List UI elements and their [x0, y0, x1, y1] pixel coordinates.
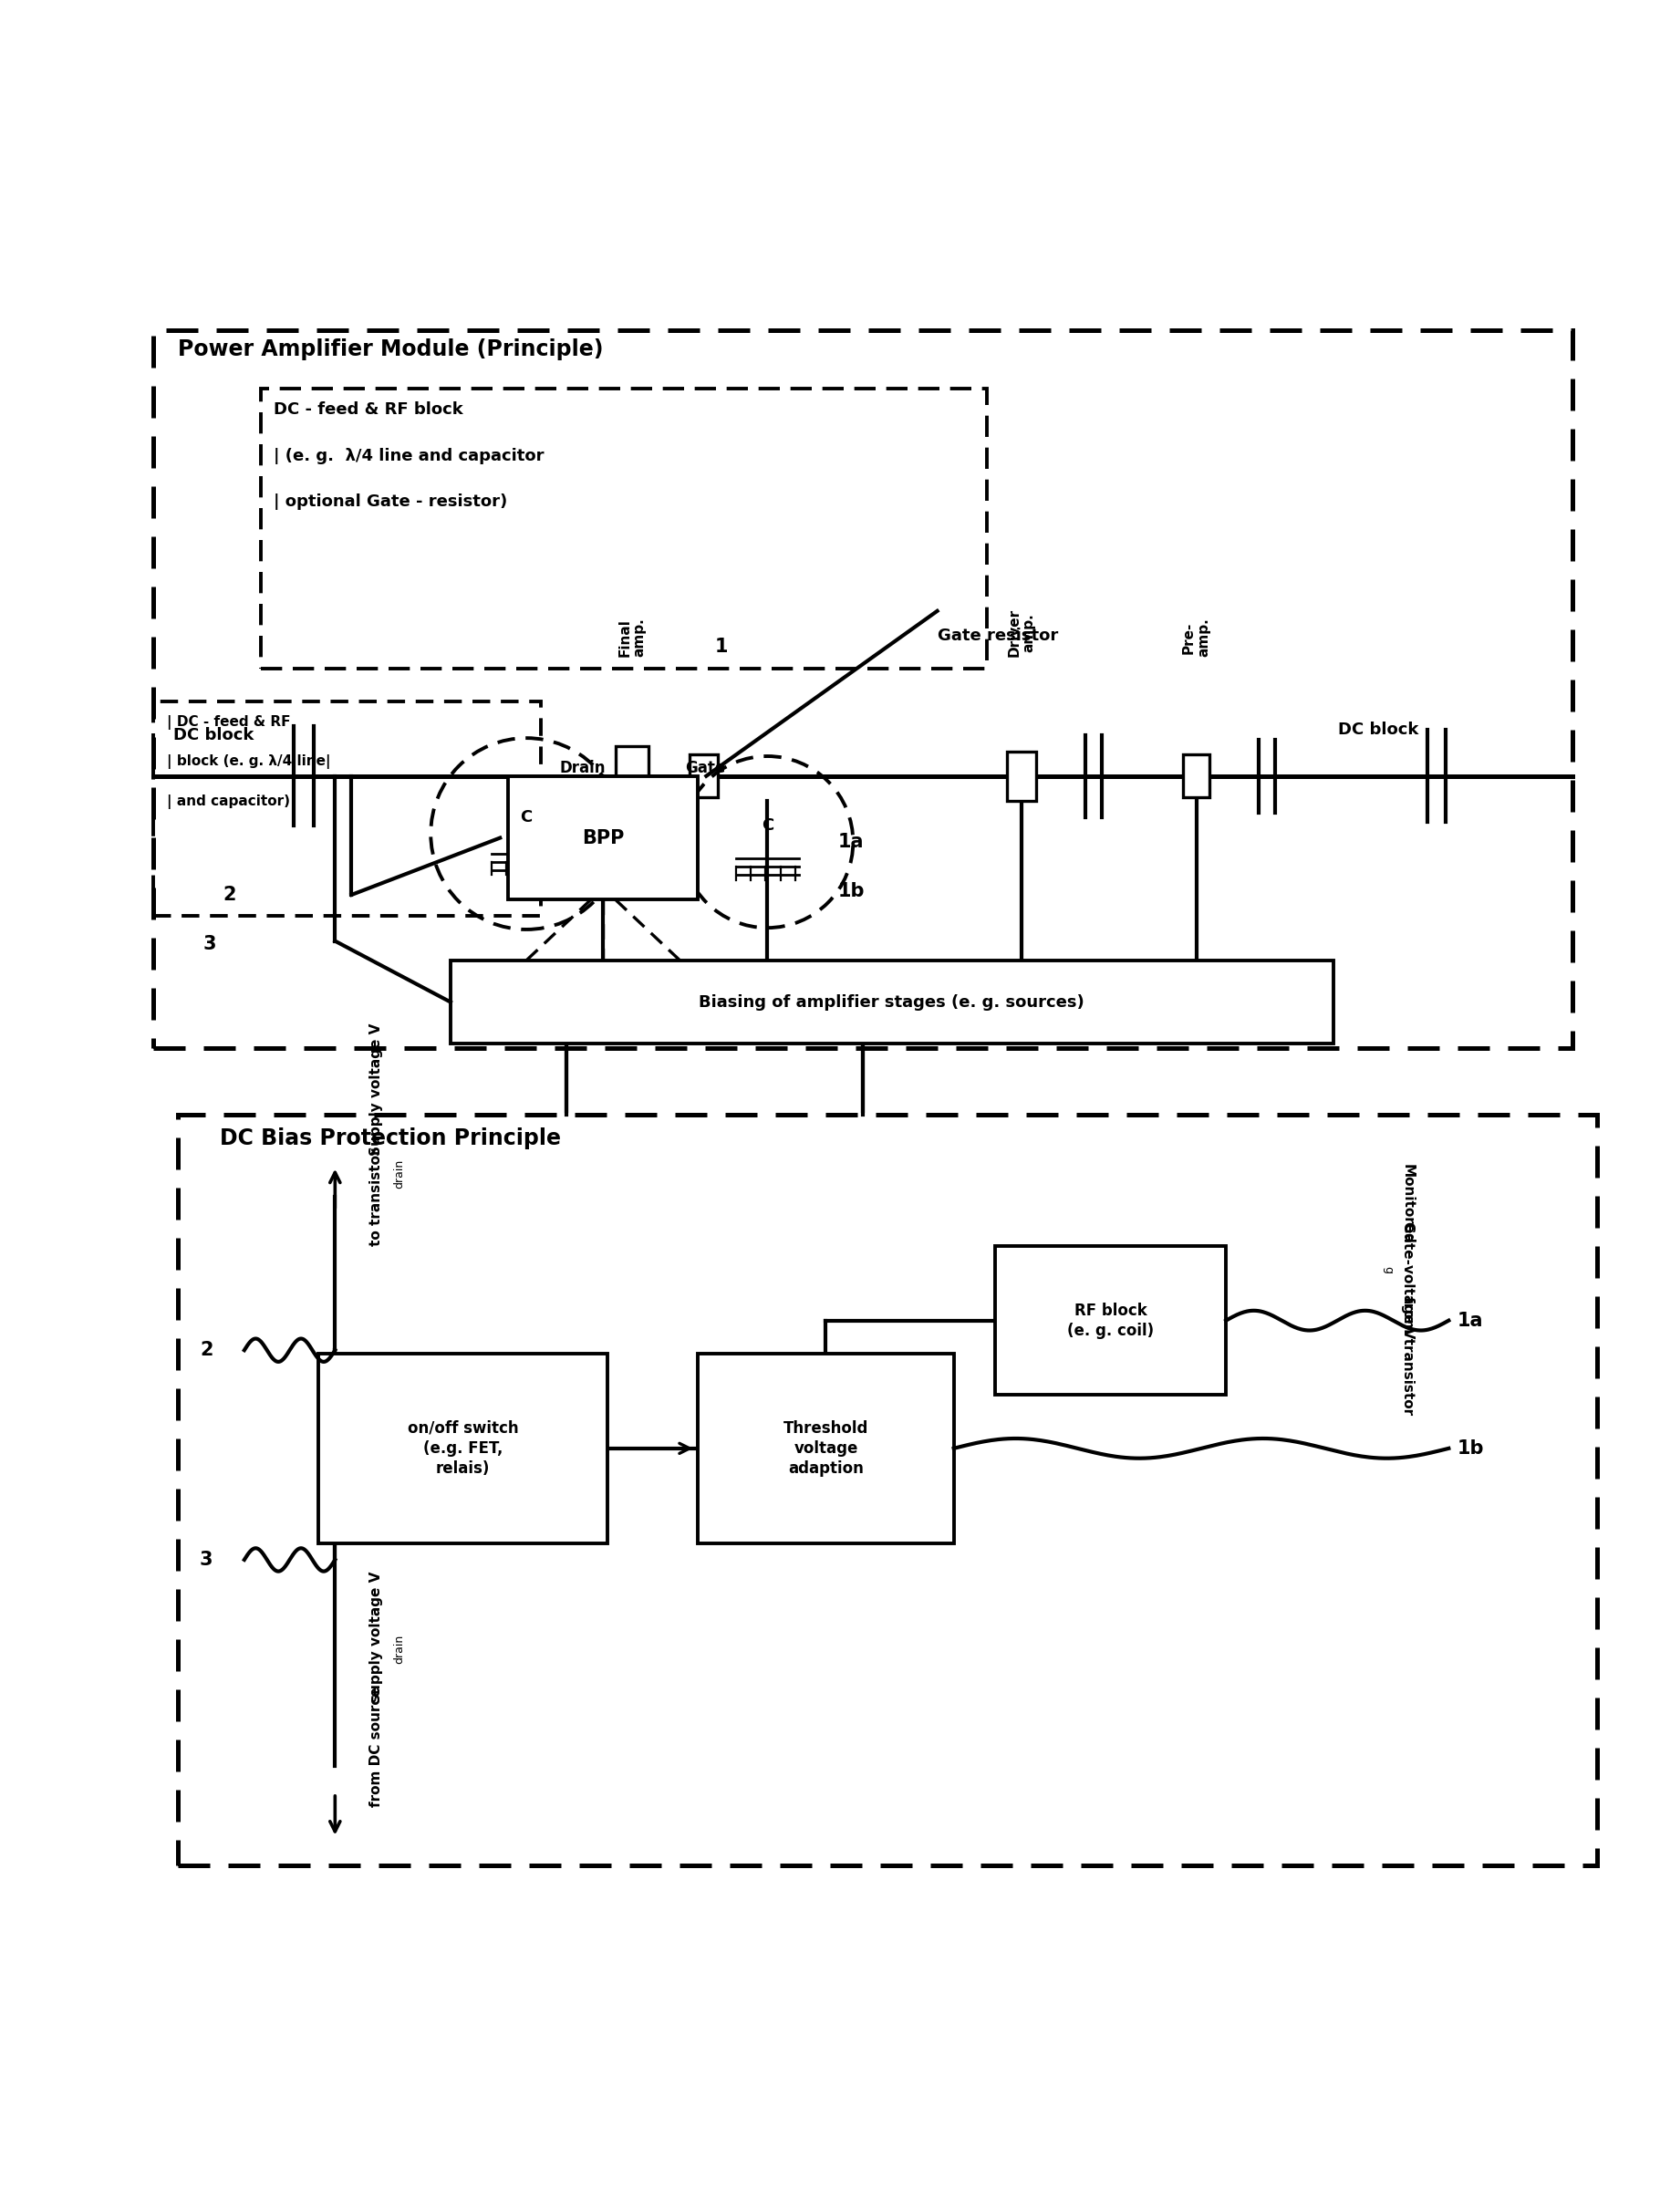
Text: on/off switch
(e.g. FET,
relais): on/off switch (e.g. FET, relais) — [407, 1420, 518, 1478]
Text: DC block: DC block — [173, 726, 254, 743]
Text: DC - feed & RF block: DC - feed & RF block — [274, 400, 463, 418]
Text: 1: 1 — [714, 637, 727, 655]
Text: DC Bias Protection Principle: DC Bias Protection Principle — [219, 1128, 561, 1150]
Text: Driver
amp.: Driver amp. — [1008, 608, 1036, 657]
Bar — [1006, 752, 1036, 801]
Text: to transistor: to transistor — [370, 1148, 383, 1245]
Text: Gate resistor: Gate resistor — [938, 628, 1057, 644]
Text: 1b: 1b — [1457, 1440, 1484, 1458]
Bar — [616, 745, 649, 805]
Text: C: C — [520, 810, 533, 825]
Bar — [178, 1115, 1597, 1865]
Bar — [261, 389, 986, 668]
Text: Gate-voltage V: Gate-voltage V — [1401, 1221, 1414, 1338]
Text: Pre-
amp.: Pre- amp. — [1182, 617, 1210, 657]
Text: from transistor: from transistor — [1401, 1296, 1414, 1413]
Bar — [154, 701, 541, 916]
Text: supply voltage V: supply voltage V — [370, 1571, 383, 1701]
Text: Power Amplifier Module (Principle): Power Amplifier Module (Principle) — [178, 338, 604, 361]
Text: Gate: Gate — [686, 759, 725, 776]
Bar — [1184, 754, 1210, 799]
Text: from DC source: from DC source — [370, 1688, 383, 1807]
Text: BPP: BPP — [583, 830, 624, 847]
Text: g: g — [1381, 1265, 1394, 1274]
Text: Monitored: Monitored — [1401, 1164, 1414, 1243]
Bar — [319, 1354, 608, 1544]
Bar — [450, 960, 1333, 1044]
Text: Biasing of amplifier stages (e. g. sources): Biasing of amplifier stages (e. g. sourc… — [699, 993, 1084, 1011]
Text: drain: drain — [393, 1635, 405, 1663]
Text: | (e. g.  λ/4 line and capacitor: | (e. g. λ/4 line and capacitor — [274, 447, 544, 465]
Text: 3: 3 — [199, 1551, 212, 1568]
Bar — [508, 776, 697, 900]
Text: 1a: 1a — [1457, 1312, 1482, 1329]
Text: RF block
(e. g. coil): RF block (e. g. coil) — [1067, 1303, 1154, 1338]
Bar — [697, 1354, 954, 1544]
Text: | DC - feed & RF: | DC - feed & RF — [166, 714, 290, 730]
Text: | optional Gate - resistor): | optional Gate - resistor) — [274, 493, 508, 511]
Text: C: C — [762, 816, 774, 834]
Text: 2: 2 — [222, 885, 236, 905]
Text: drain: drain — [393, 1159, 405, 1188]
Text: | block (e. g. λ/4 line|: | block (e. g. λ/4 line| — [166, 754, 330, 770]
Text: DC block: DC block — [1338, 721, 1419, 739]
Bar — [154, 330, 1572, 1048]
Bar — [691, 754, 717, 799]
Text: Drain: Drain — [559, 759, 606, 776]
Text: 1b: 1b — [838, 883, 865, 900]
Bar — [994, 1245, 1227, 1396]
Text: 1a: 1a — [838, 834, 865, 852]
Text: Final
amp.: Final amp. — [618, 617, 646, 657]
Text: Threshold
voltage
adaption: Threshold voltage adaption — [784, 1420, 868, 1478]
Text: 2: 2 — [199, 1340, 212, 1360]
Text: | and capacitor): | and capacitor) — [166, 794, 290, 810]
Text: 3: 3 — [203, 936, 216, 953]
Text: Supply voltage V: Supply voltage V — [370, 1022, 383, 1155]
